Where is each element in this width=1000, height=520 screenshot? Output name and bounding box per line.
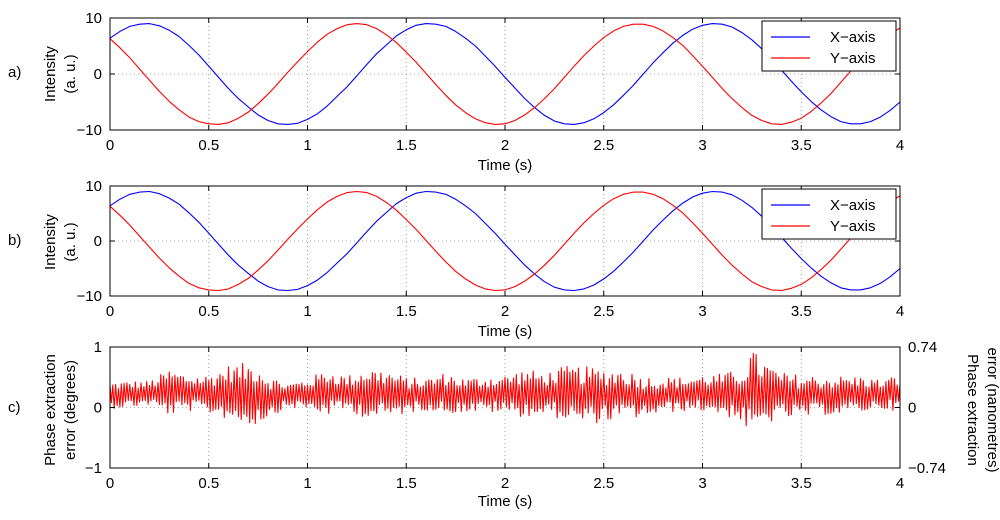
panel-a-ylabel-line1: Intensity: [42, 46, 59, 102]
panel-b-legend: X−axis Y−axis: [761, 188, 897, 240]
panel-a-xtick-label: 2: [501, 137, 509, 154]
panel-c-xtick-label: 2.5: [593, 475, 614, 492]
panel-a-series-y-axis-line: [109, 23, 901, 125]
panel-b-xtick-label: 3.5: [791, 303, 812, 320]
panel-c: c) Phase extraction error (degrees) Phas…: [8, 339, 1000, 510]
panel-a-xtick-label: 4: [896, 137, 904, 154]
panel-b-xtick-label: 2.5: [593, 303, 614, 320]
panel-c-xlabel: Time (s): [478, 493, 532, 510]
panel-b-legend-label-y: Y−axis: [830, 218, 875, 235]
panel-c-xtick-label: 0: [106, 475, 114, 492]
panel-c-ytick-label: 0: [94, 400, 102, 417]
panel-c-xtick-label: 3: [698, 475, 706, 492]
panel-a-xtick-label: 1.5: [396, 137, 417, 154]
panel-b-xtick-label: 0.5: [198, 303, 219, 320]
panel-b-xtick-label: 3: [698, 303, 706, 320]
panel-b-ytick-label: 0: [94, 233, 102, 250]
panel-a-ytick-label: 0: [94, 66, 102, 83]
panel-c-xtick-label: 3.5: [791, 475, 812, 492]
panel-a-legend: X−axis Y−axis: [761, 20, 897, 72]
panel-c-right-ylabel-line2: error (nanometres): [984, 347, 1000, 472]
panel-c-ytick-label: 1: [94, 339, 102, 356]
panel-a-legend-label-x: X−axis: [830, 29, 875, 46]
panel-b-ylabel-line2: (a. u.): [62, 222, 79, 261]
panel-b-xlabel: Time (s): [478, 323, 532, 340]
panel-a-legend-label-y: Y−axis: [830, 50, 875, 67]
panel-a-xtick-label: 0: [106, 137, 114, 154]
panel-a-legend-box: [761, 20, 897, 72]
panel-b-xtick-label: 1.5: [396, 303, 417, 320]
panel-c-series-error-line: [109, 352, 901, 427]
panel-c-xtick-label: 1: [303, 475, 311, 492]
panel-a-xtick-label: 3.5: [791, 137, 812, 154]
panel-b-xtick-label: 2: [501, 303, 509, 320]
panel-c-xtick-label: 0.5: [198, 475, 219, 492]
panel-c-series: [109, 352, 901, 427]
panel-c-xtick-label: 4: [896, 475, 904, 492]
panel-b-label: b): [8, 232, 21, 249]
panel-b: b) Intensity (a. u.) Time (s) 0 0.5 1 1.5 2 2…: [8, 178, 904, 340]
panel-a-xtick-label: 2.5: [593, 137, 614, 154]
panel-a-ylabel-line2: (a. u.): [62, 54, 79, 93]
panel-c-ylabel-line2: error (degrees): [62, 360, 79, 460]
panel-c-ylabel-line1: Phase extraction: [42, 354, 59, 466]
panel-b-legend-box: [761, 188, 897, 240]
panel-b-xtick-label: 1: [303, 303, 311, 320]
panel-a-xtick-label: 1: [303, 137, 311, 154]
panel-a-xlabel: Time (s): [478, 157, 532, 174]
panel-a-xtick-label: 3: [698, 137, 706, 154]
panel-a-xtick-label: 0.5: [198, 137, 219, 154]
panel-c-xtick-label: 2: [501, 475, 509, 492]
panel-b-xtick-label: 4: [896, 303, 904, 320]
panel-b-legend-label-x: X−axis: [830, 197, 875, 214]
panel-b-series-y-axis-line: [109, 190, 901, 292]
panel-c-right-ylabel-line1: Phase extraction: [964, 354, 981, 466]
panel-a-ytick-label: 10: [85, 10, 102, 27]
panel-c-ytick-right-label: 0: [908, 400, 916, 417]
panel-c-grid: [110, 347, 900, 468]
panel-b-ytick-label: 10: [85, 178, 102, 195]
panel-c-xtick-label: 1.5: [396, 475, 417, 492]
panel-a-ytick-label: −10: [77, 122, 102, 139]
panel-c-ytick-right-label: −0.74: [908, 460, 946, 477]
panel-b-xtick-label: 0: [106, 303, 114, 320]
panel-b-ytick-label: −10: [77, 288, 102, 305]
panel-c-ytick-label: −1: [85, 460, 102, 477]
panel-c-label: c): [8, 399, 21, 416]
panel-a-label: a): [8, 64, 21, 81]
panel-a: a) Intensity (a. u.) Time (s) 0 0.5 1 1.5 2 2…: [8, 10, 904, 174]
panel-a-grid: [110, 18, 900, 130]
panel-c-ytick-right-label: 0.74: [908, 339, 937, 356]
panel-b-ylabel-line1: Intensity: [42, 214, 59, 270]
